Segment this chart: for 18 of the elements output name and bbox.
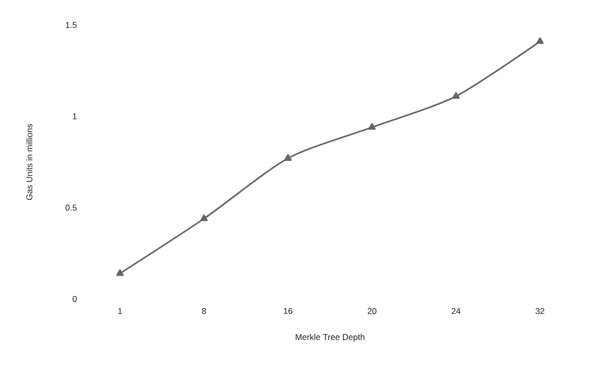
y-tick-label: 1 [72, 113, 77, 120]
x-tick-label: 20 [368, 308, 376, 314]
x-axis-title: Merkle Tree Depth [296, 334, 364, 342]
point [536, 37, 544, 44]
x-tick-label: 32 [536, 308, 544, 314]
x-tick-label: 1 [118, 308, 122, 314]
y-tick-label: 0 [72, 296, 77, 302]
point [368, 123, 376, 130]
point [116, 269, 124, 276]
x-tick-label: 16 [284, 308, 292, 314]
point [284, 154, 292, 161]
point [200, 214, 208, 222]
y-tick-label: 0.5 [66, 204, 77, 211]
y-axis-title: Gas Units in millions [26, 124, 32, 200]
point [452, 92, 460, 99]
x-tick-label: 24 [452, 308, 460, 314]
x-tick-label: 8 [202, 308, 206, 314]
y-tick-label: 1.5 [66, 22, 77, 28]
